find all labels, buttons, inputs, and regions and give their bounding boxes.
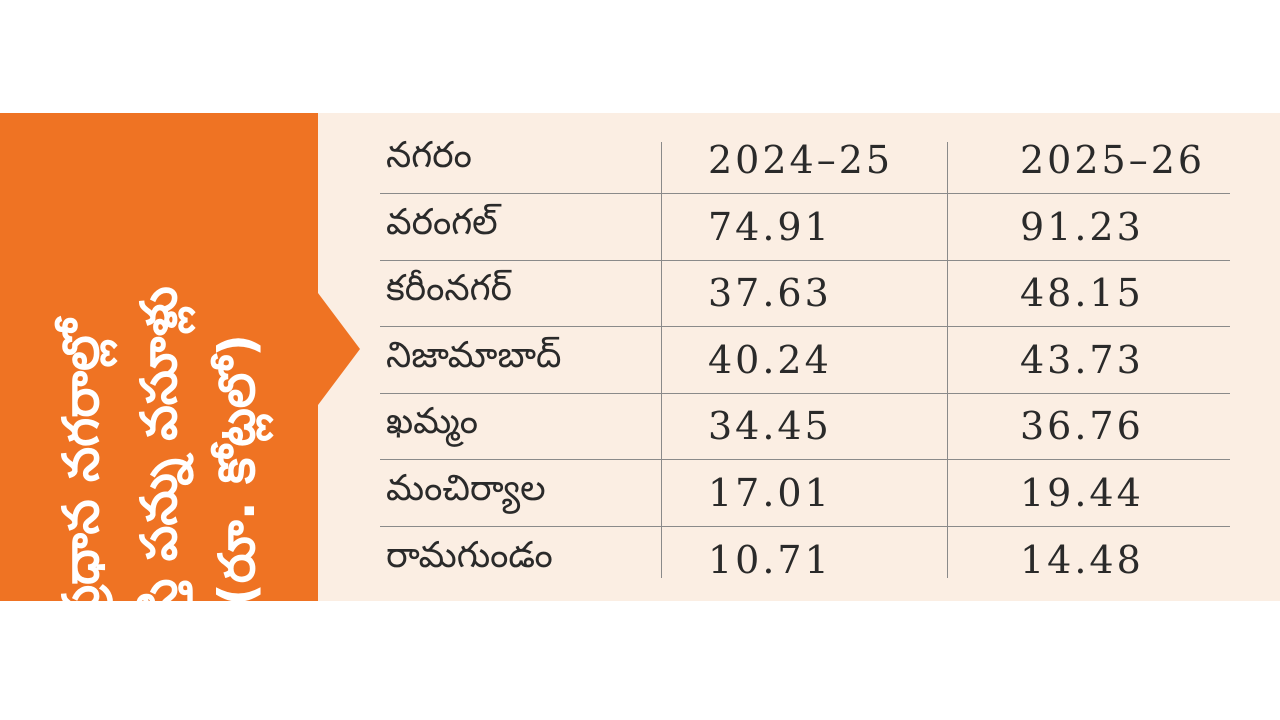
value-2025-26: 36.76 xyxy=(1020,404,1144,449)
title-box: ప్రధాన నగరాల్లో ఆస్తి పన్ను వసూళ్లు (రూ.… xyxy=(0,113,318,654)
table-row: మంచిర్యాల 17.01 19.44 xyxy=(380,460,1230,527)
city-name: మంచిర్యాల xyxy=(386,467,546,509)
title-line-3: (రూ. కోట్లలో) xyxy=(208,333,266,607)
value-2025-26: 43.73 xyxy=(1020,337,1144,382)
value-2025-26: 91.23 xyxy=(1020,204,1144,249)
value-2025-26: 48.15 xyxy=(1020,271,1144,316)
value-2024-25: 34.45 xyxy=(708,404,832,449)
title-line-1: ప్రధాన నగరాల్లో xyxy=(52,319,110,621)
table-row: వరంగల్ 74.91 91.23 xyxy=(380,194,1230,261)
title-arrow-pointer xyxy=(318,293,360,405)
table-row: కరీంనగర్ 37.63 48.15 xyxy=(380,261,1230,327)
value-2024-25: 40.24 xyxy=(708,337,832,382)
table-header-row: నగరం 2024–25 2025–26 xyxy=(380,126,1230,194)
table-row: రామగుండం 10.71 14.48 xyxy=(380,527,1230,594)
city-name: రామగుండం xyxy=(386,534,553,576)
city-name: కరీంనగర్ xyxy=(386,268,513,310)
header-year-1: 2024–25 xyxy=(708,137,894,182)
value-2024-25: 17.01 xyxy=(708,470,832,515)
table-row: నిజామాబాద్ 40.24 43.73 xyxy=(380,327,1230,394)
city-name: నిజామాబాద్ xyxy=(386,334,562,376)
city-name: వరంగల్ xyxy=(386,201,498,243)
title-text: ప్రధాన నగరాల్లో ఆస్తి పన్ను వసూళ్లు (రూ.… xyxy=(42,250,276,690)
value-2024-25: 37.63 xyxy=(708,271,832,316)
city-name: ఖమ్మం xyxy=(386,401,478,443)
value-2025-26: 19.44 xyxy=(1020,470,1144,515)
value-2024-25: 10.71 xyxy=(708,537,832,582)
title-line-2: ఆస్తి పన్ను వసూళ్లు xyxy=(130,286,188,654)
table-row: ఖమ్మం 34.45 36.76 xyxy=(380,394,1230,460)
data-table: నగరం 2024–25 2025–26 వరంగల్ 74.91 91.23 … xyxy=(380,126,1230,593)
value-2025-26: 14.48 xyxy=(1020,537,1144,582)
column-divider-1 xyxy=(661,142,662,578)
header-city: నగరం xyxy=(386,134,472,176)
header-year-2: 2025–26 xyxy=(1020,137,1206,182)
value-2024-25: 74.91 xyxy=(708,204,832,249)
column-divider-2 xyxy=(947,142,948,578)
